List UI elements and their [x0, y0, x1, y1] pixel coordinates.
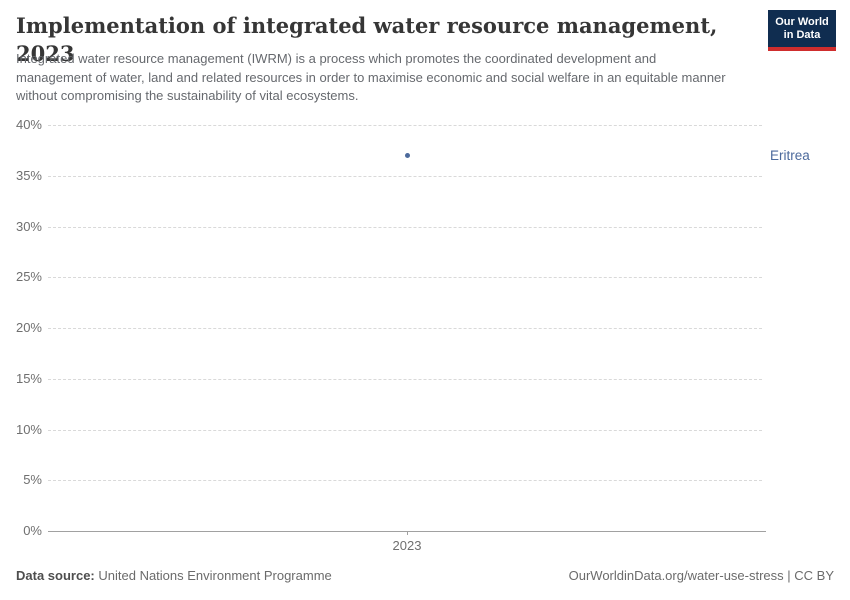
page-title: Implementation of integrated water resou…	[16, 13, 718, 66]
y-axis-tick-label: 20%	[15, 320, 42, 335]
owid-logo[interactable]: Our World in Data	[768, 10, 836, 51]
gridline	[48, 328, 762, 329]
y-axis-tick-label: 35%	[15, 167, 42, 183]
data-source-label: Data source:	[16, 568, 95, 583]
gridline	[48, 175, 762, 177]
owid-logo-line2: in Data	[783, 29, 821, 41]
gridline	[48, 125, 762, 126]
data-point-eritrea[interactable]	[404, 152, 410, 158]
gridline	[48, 480, 762, 482]
y-axis-tick-label: 10%	[15, 421, 42, 437]
gridline	[48, 226, 762, 228]
y-axis-tick-label: 40%	[15, 117, 42, 132]
x-axis-tick-label: 2023	[392, 538, 422, 553]
gridline	[48, 378, 762, 380]
owid-logo-line1: Our World	[775, 16, 829, 28]
entity-label-eritrea[interactable]: Eritrea	[770, 148, 810, 164]
gridline	[48, 277, 762, 279]
owid-url-license[interactable]: OurWorldinData.org/water-use-stress | CC…	[568, 568, 834, 583]
gridline	[48, 429, 762, 431]
y-axis-tick-label: 0%	[23, 523, 42, 538]
y-axis-tick-label: 30%	[15, 218, 42, 234]
chart-footer: Data source: United Nations Environment …	[16, 568, 834, 583]
y-axis-tick-label: 15%	[15, 370, 42, 386]
y-axis-tick-label: 25%	[15, 269, 42, 285]
data-source-value: United Nations Environment Programme	[98, 568, 332, 583]
data-source: Data source: United Nations Environment …	[16, 568, 332, 583]
y-axis-tick-label: 5%	[23, 472, 42, 488]
x-axis-tick	[407, 531, 408, 535]
chart-subtitle: Integrated water resource management (IW…	[16, 51, 726, 103]
